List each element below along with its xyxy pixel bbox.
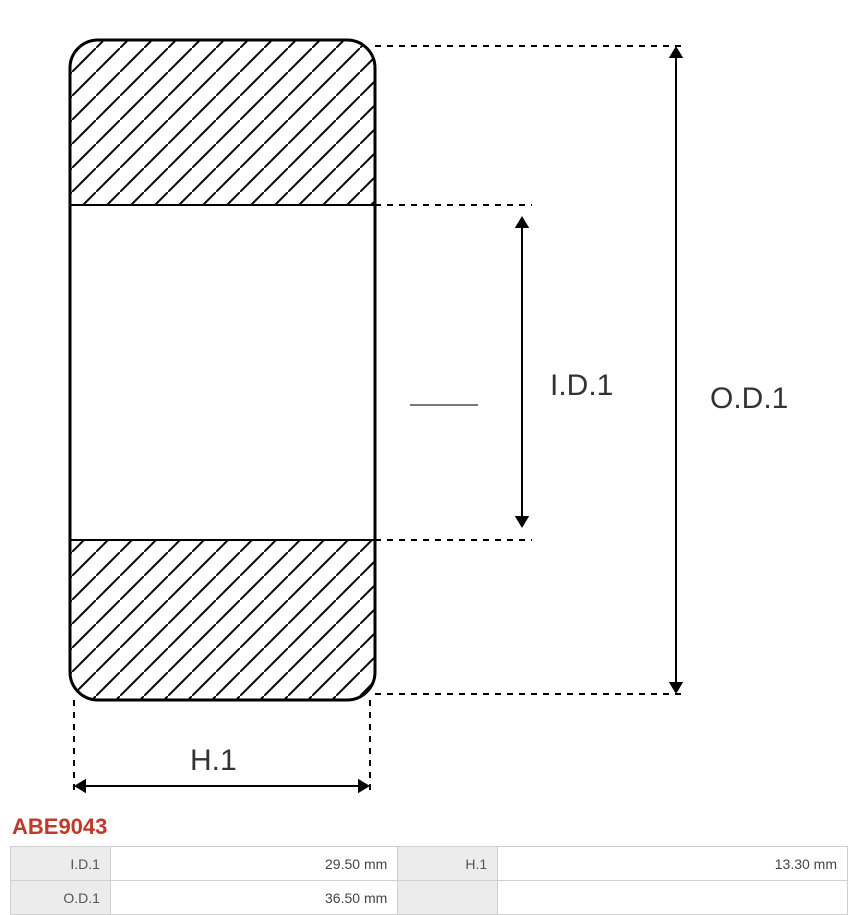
spec-value (498, 881, 848, 915)
spec-label: I.D.1 (11, 847, 111, 881)
svg-text:O.D.1: O.D.1 (710, 382, 788, 415)
spec-label: H.1 (398, 847, 498, 881)
table-row: I.D.1 29.50 mm H.1 13.30 mm (11, 847, 848, 881)
svg-text:I.D.1: I.D.1 (550, 369, 613, 402)
technical-diagram: O.D.1 I.D.1 H.1 (0, 0, 848, 810)
svg-text:H.1: H.1 (190, 744, 237, 777)
table-row: O.D.1 36.50 mm (11, 881, 848, 915)
spec-value: 13.30 mm (498, 847, 848, 881)
spec-label (398, 881, 498, 915)
spec-label: O.D.1 (11, 881, 111, 915)
diagram-svg: O.D.1 I.D.1 H.1 (0, 0, 848, 810)
spec-table: I.D.1 29.50 mm H.1 13.30 mm O.D.1 36.50 … (10, 846, 848, 915)
spec-value: 29.50 mm (110, 847, 397, 881)
spec-value: 36.50 mm (110, 881, 397, 915)
part-number-title: ABE9043 (0, 810, 848, 846)
